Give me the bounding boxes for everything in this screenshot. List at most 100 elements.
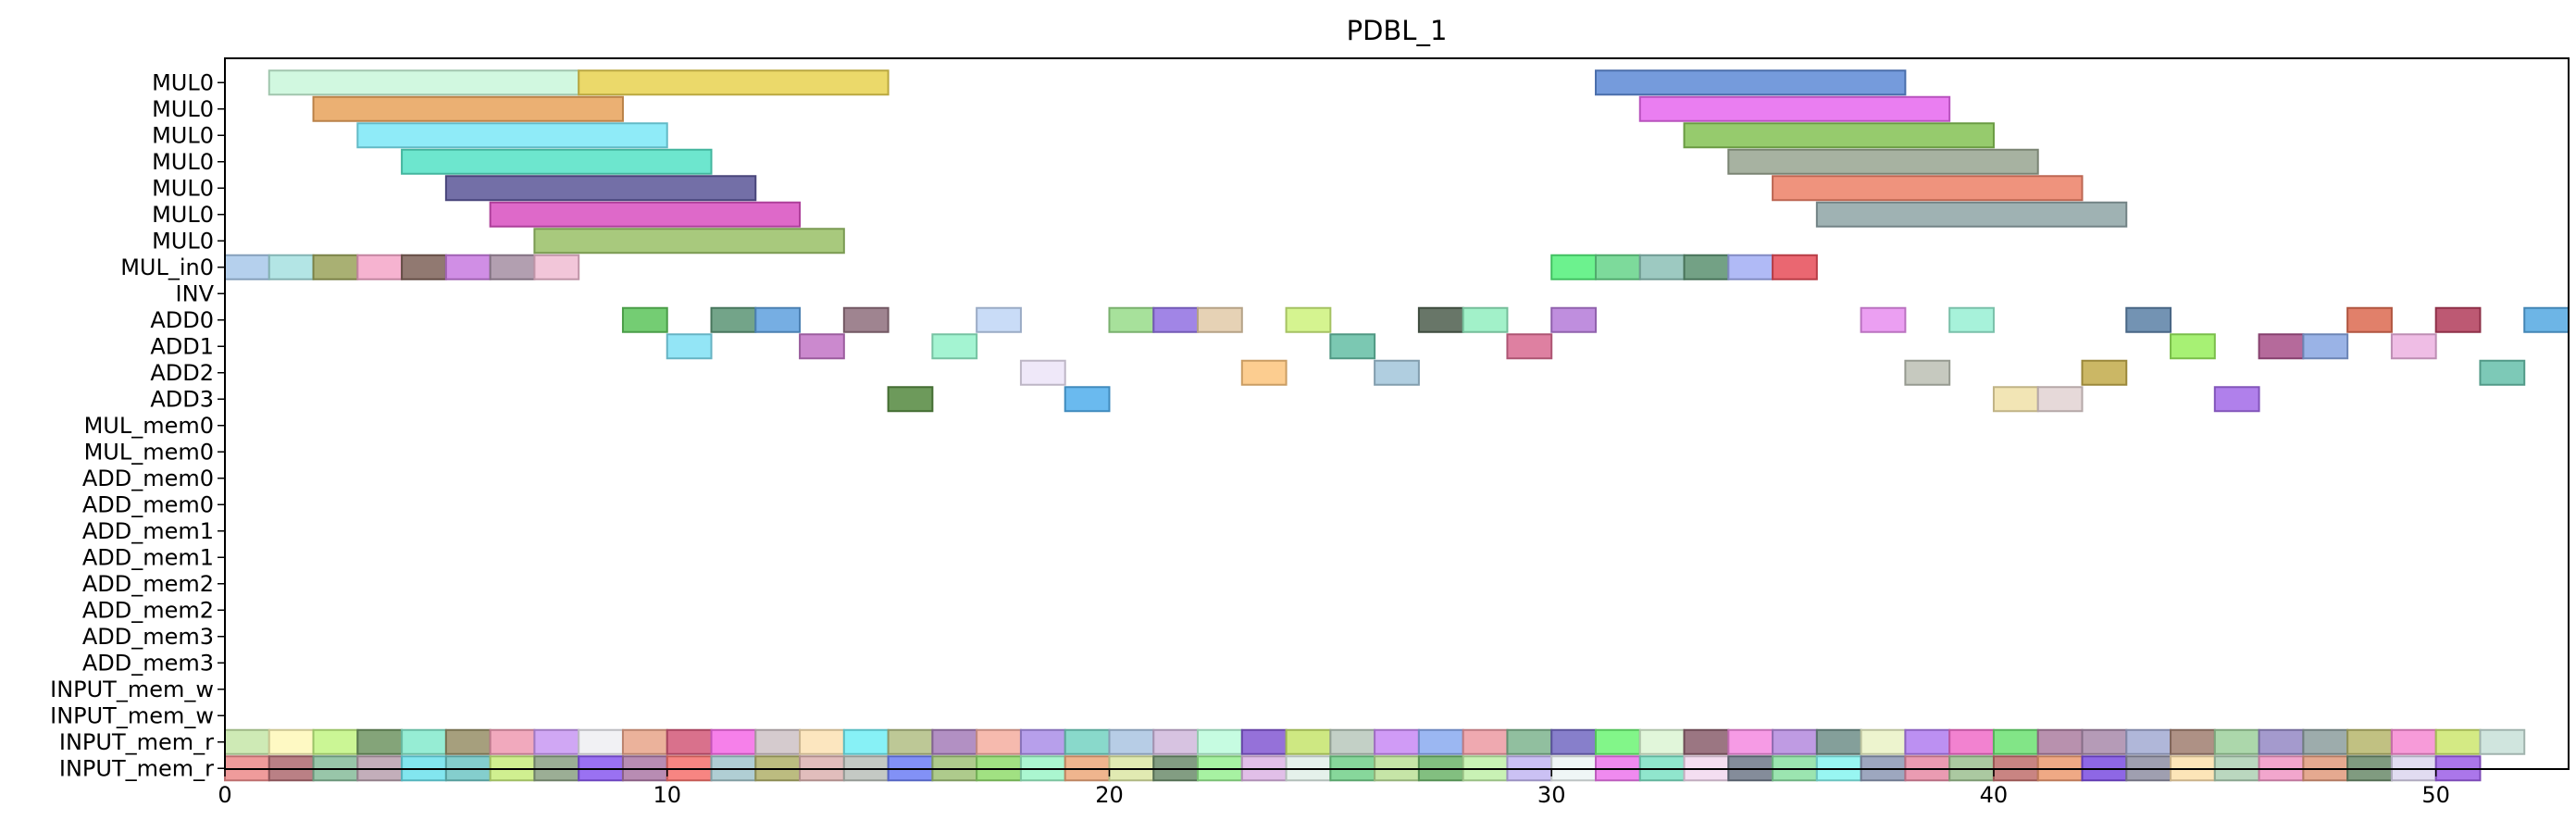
- bar-26: [1727, 254, 1774, 280]
- bar-105: [1948, 728, 1995, 755]
- bar-30: [754, 306, 802, 333]
- bar-54: [2390, 333, 2437, 360]
- bar-43: [2346, 306, 2393, 333]
- plot-frame: [224, 57, 2570, 770]
- bar-29: [710, 306, 757, 333]
- bar-101: [1772, 728, 1818, 755]
- bar-37: [1417, 306, 1464, 333]
- bar-24: [1638, 254, 1686, 280]
- bar-86: [1108, 728, 1155, 755]
- bar-7: [401, 148, 713, 175]
- bar-113: [2302, 728, 2349, 755]
- bar-0: [268, 69, 580, 96]
- bar-116: [2434, 728, 2482, 755]
- bar-68: [312, 728, 359, 755]
- bar-112: [2258, 728, 2305, 755]
- bar-61: [887, 386, 934, 413]
- y-tick-label-9: ADD0: [150, 307, 214, 333]
- y-tick-label-4: MUL0: [152, 175, 214, 201]
- bar-95: [1506, 728, 1553, 755]
- bar-117: [2479, 728, 2526, 755]
- y-tick-label-8: INV: [176, 280, 215, 306]
- bar-44: [2434, 306, 2482, 333]
- bar-97: [1594, 728, 1641, 755]
- bar-10: [1772, 175, 2084, 202]
- bar-98: [1638, 728, 1686, 755]
- bar-74: [578, 728, 624, 755]
- y-tick-label-24: INPUT_mem_w: [50, 702, 214, 728]
- x-tick-label-3: 30: [1537, 782, 1566, 808]
- bar-23: [1594, 254, 1641, 280]
- y-tick-label-3: MUL0: [152, 149, 214, 175]
- y-tick-label-2: MUL0: [152, 122, 214, 148]
- bar-104: [1904, 728, 1951, 755]
- bar-47: [799, 333, 845, 360]
- bar-48: [931, 333, 978, 360]
- bar-6: [1683, 122, 1995, 149]
- bar-60: [2479, 359, 2526, 386]
- bar-58: [1904, 359, 1951, 386]
- bar-75: [621, 728, 668, 755]
- bar-99: [1683, 728, 1730, 755]
- bar-80: [842, 728, 890, 755]
- bar-83: [976, 728, 1022, 755]
- bar-22: [1550, 254, 1597, 280]
- bar-73: [533, 728, 580, 755]
- bar-65: [2213, 386, 2260, 413]
- bar-66: [224, 728, 270, 755]
- bar-15: [268, 254, 315, 280]
- bar-34: [1152, 306, 1200, 333]
- bar-17: [356, 254, 404, 280]
- bar-109: [2125, 728, 2172, 755]
- y-tick-label-22: ADD_mem3: [82, 650, 214, 676]
- bar-40: [1860, 306, 1907, 333]
- y-tick-label-19: ADD_mem2: [82, 571, 214, 597]
- bar-85: [1064, 728, 1111, 755]
- y-tick-label-14: MUL_mem0: [84, 439, 214, 465]
- bar-46: [666, 333, 713, 360]
- y-tick-label-13: MUL_mem0: [84, 413, 214, 439]
- bar-69: [356, 728, 404, 755]
- x-tick-label-2: 20: [1095, 782, 1124, 808]
- bar-5: [356, 122, 668, 149]
- bar-28: [621, 306, 668, 333]
- bar-16: [312, 254, 359, 280]
- bar-32: [976, 306, 1022, 333]
- bar-71: [444, 728, 492, 755]
- bar-42: [2125, 306, 2172, 333]
- bar-100: [1727, 728, 1774, 755]
- y-tick-label-20: ADD_mem2: [82, 597, 214, 623]
- bar-110: [2170, 728, 2216, 755]
- bar-56: [1240, 359, 1288, 386]
- y-tick-label-0: MUL0: [152, 69, 214, 95]
- bar-108: [2081, 728, 2128, 755]
- chart-title: PDBL_1: [1347, 15, 1448, 46]
- y-tick-label-10: ADD1: [150, 333, 214, 359]
- bar-11: [489, 201, 802, 228]
- bar-88: [1197, 728, 1243, 755]
- bar-76: [666, 728, 713, 755]
- bar-35: [1197, 306, 1243, 333]
- y-tick-label-6: MUL0: [152, 228, 214, 254]
- bar-20: [489, 254, 536, 280]
- y-tick-label-15: ADD_mem0: [82, 466, 214, 491]
- bar-78: [754, 728, 802, 755]
- y-tick-label-5: MUL0: [152, 202, 214, 228]
- bar-1: [578, 69, 890, 96]
- bar-38: [1462, 306, 1509, 333]
- bar-41: [1948, 306, 1995, 333]
- bar-27: [1772, 254, 1818, 280]
- bar-93: [1417, 728, 1464, 755]
- bar-89: [1240, 728, 1288, 755]
- bar-45: [2523, 306, 2570, 333]
- y-tick-label-16: ADD_mem0: [82, 491, 214, 517]
- bar-64: [2036, 386, 2084, 413]
- bar-14: [224, 254, 270, 280]
- bar-31: [842, 306, 890, 333]
- bar-96: [1550, 728, 1597, 755]
- bar-107: [2036, 728, 2084, 755]
- bar-72: [489, 728, 536, 755]
- bar-70: [401, 728, 447, 755]
- bar-87: [1152, 728, 1200, 755]
